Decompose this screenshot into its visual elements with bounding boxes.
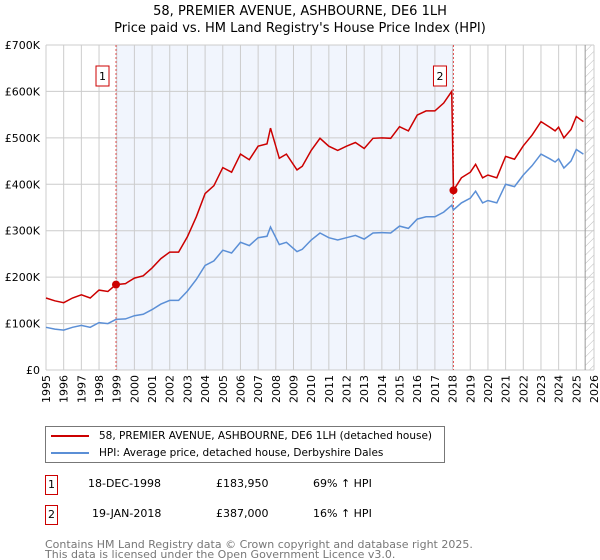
chart-subtitle: Price paid vs. HM Land Registry's House … — [114, 21, 486, 36]
x-tick-label: 2009 — [287, 375, 300, 403]
marker-badge: 2 — [45, 505, 58, 525]
legend-swatch-blue — [51, 452, 89, 454]
price-paid-line — [45, 89, 584, 304]
hpi-diff: 69% ↑ HPI — [313, 477, 372, 490]
y-tick-label: £600K — [5, 85, 41, 98]
legend-item-hpi: HPI: Average price, detached house, Derb… — [51, 445, 383, 461]
x-tick-label: 2024 — [553, 375, 566, 403]
hpi-line — [45, 148, 584, 331]
footer-copyright: Contains HM Land Registry data © Crown c… — [45, 538, 473, 551]
footer-licence: This data is licensed under the Open Gov… — [45, 548, 396, 560]
sale-date: 19-JAN-2018 — [92, 507, 162, 520]
legend-label: HPI: Average price, detached house, Derb… — [99, 447, 384, 459]
x-tick-label: 2007 — [252, 375, 265, 403]
x-tick-label: 2005 — [217, 375, 230, 403]
forecast-hatch — [585, 45, 594, 370]
x-tick-label: 2018 — [447, 375, 460, 403]
ownership-shade — [116, 45, 454, 370]
hpi-diff: 16% ↑ HPI — [313, 507, 372, 520]
x-tick-label: 1996 — [58, 375, 71, 403]
sale-point — [449, 186, 458, 195]
x-tick-label: 2003 — [181, 375, 194, 403]
x-tick-label: 2011 — [323, 375, 336, 403]
y-tick-label: £100K — [5, 318, 41, 331]
x-tick-label: 2010 — [305, 375, 318, 403]
legend: 58, PREMIER AVENUE, ASHBOURNE, DE6 1LH (… — [45, 426, 445, 463]
x-tick-label: 2012 — [341, 375, 354, 403]
y-tick-label: £200K — [5, 271, 41, 284]
x-tick-label: 2014 — [376, 375, 389, 403]
sale-point — [112, 280, 121, 289]
chart-title: 58, PREMIER AVENUE, ASHBOURNE, DE6 1LH — [153, 4, 447, 19]
x-tick-label: 1999 — [111, 375, 124, 403]
marker-badge: 1 — [45, 475, 58, 495]
x-tick-label: 2002 — [164, 375, 177, 403]
sale-label-box — [432, 65, 447, 87]
y-tick-label: £0 — [26, 364, 40, 377]
x-tick-label: 2026 — [588, 375, 600, 403]
x-tick-label: 2021 — [500, 375, 513, 403]
x-tick-label: 2022 — [517, 375, 530, 403]
x-tick-label: 2023 — [535, 375, 548, 403]
sale-label: 1 — [99, 70, 106, 83]
y-tick-label: £300K — [5, 225, 41, 238]
x-tick-label: 2025 — [570, 375, 583, 403]
y-tick-label: £700K — [5, 39, 41, 52]
x-tick-label: 2008 — [270, 375, 283, 403]
sale-price: £183,950 — [216, 477, 269, 490]
legend-swatch-red — [51, 435, 89, 437]
x-tick-label: 2000 — [128, 375, 141, 403]
y-tick-label: £500K — [5, 132, 41, 145]
x-tick-label: 1997 — [75, 375, 88, 403]
legend-label: 58, PREMIER AVENUE, ASHBOURNE, DE6 1LH (… — [99, 430, 432, 442]
x-tick-label: 2015 — [394, 375, 407, 403]
x-tick-label: 2016 — [411, 375, 424, 403]
x-tick-label: 1995 — [40, 375, 53, 403]
sale-date: 18-DEC-1998 — [88, 477, 162, 490]
x-tick-label: 1998 — [93, 375, 106, 403]
y-tick-label: £400K — [5, 178, 41, 191]
x-tick-label: 2013 — [358, 375, 371, 403]
x-tick-label: 2017 — [429, 375, 442, 403]
sale-label-box — [95, 65, 110, 87]
x-tick-label: 2020 — [482, 375, 495, 403]
sale-label: 2 — [436, 70, 443, 83]
chart-plot: 1995 1996 1997 1998 1999 2000 2001 2002 2003 2004… — [5, 39, 600, 403]
sale-price: £387,000 — [216, 507, 269, 520]
x-tick-label: 2019 — [464, 375, 477, 403]
legend-item-property: 58, PREMIER AVENUE, ASHBOURNE, DE6 1LH (… — [51, 428, 432, 444]
x-tick-label: 2004 — [199, 375, 212, 403]
x-tick-label: 2006 — [234, 375, 247, 403]
x-tick-label: 2001 — [146, 375, 159, 403]
